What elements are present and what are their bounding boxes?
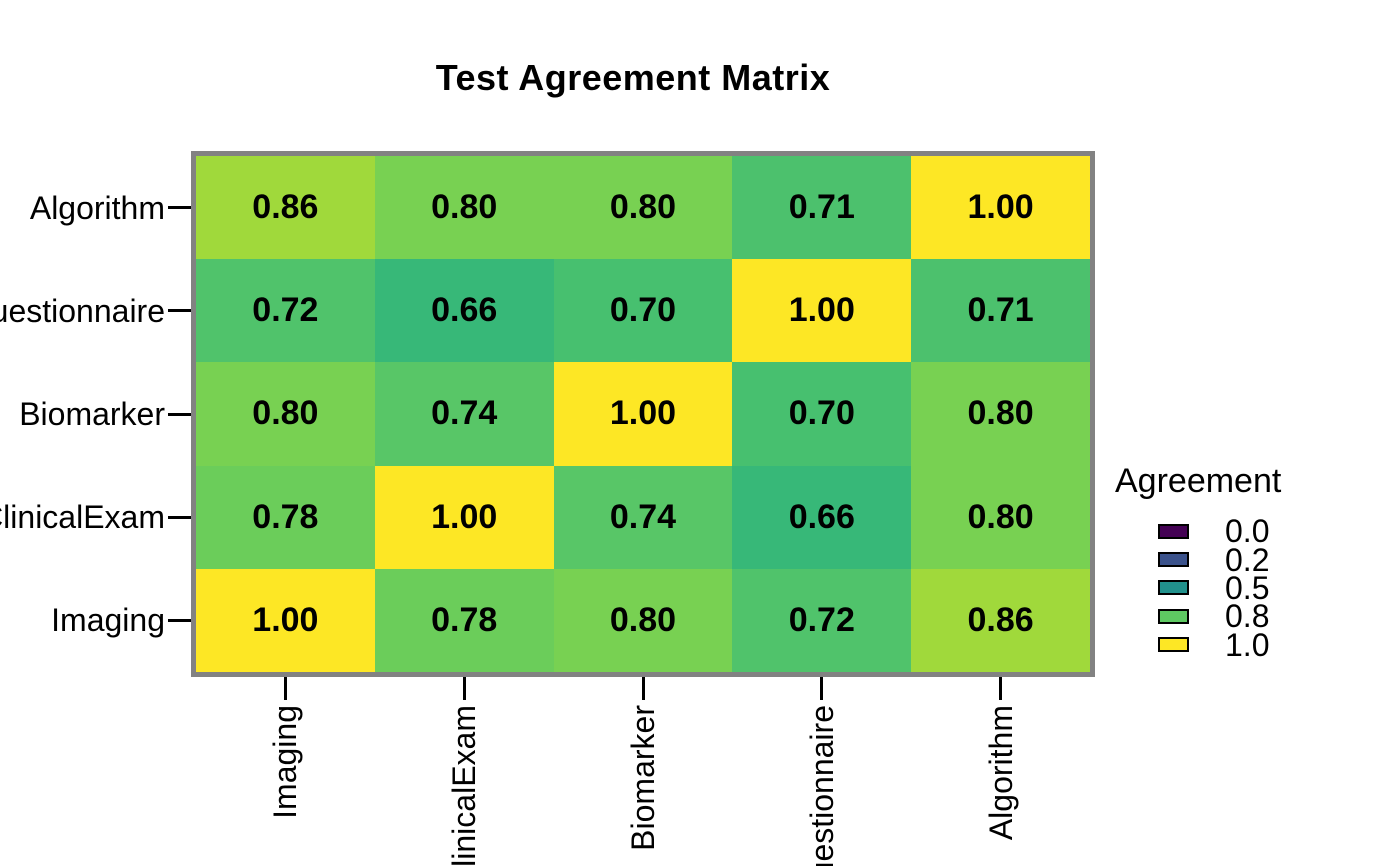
heatmap-cell: 0.71	[732, 156, 912, 260]
heatmap-grid: 0.86 0.80 0.80 0.71 1.00 0.72 0.66 0.70 1.00 0.71…	[196, 156, 1090, 672]
heatmap-cell: 0.78	[374, 568, 554, 672]
y-axis-label: Imaging	[51, 602, 165, 639]
heatmap-cell: 0.80	[911, 362, 1090, 466]
x-axis-label: Algorithm	[982, 705, 1019, 841]
heatmap-cell: 0.80	[911, 465, 1090, 569]
heatmap-cell: 0.74	[553, 465, 733, 569]
heatmap-cell: 0.70	[732, 362, 912, 466]
x-tick-mark	[820, 677, 824, 700]
legend-entry-label: 0.0	[1225, 513, 1270, 550]
heatmap-cell: 0.80	[374, 156, 554, 260]
legend-entry: 0.0	[1158, 513, 1281, 550]
y-axis-label: Algorithm	[29, 189, 165, 226]
heatmap-cell: 1.00	[732, 259, 912, 363]
legend-entry: 0.8	[1158, 598, 1281, 635]
heatmap-cell: 0.72	[732, 568, 912, 672]
legend-color-swatch	[1158, 608, 1189, 624]
x-tick-mark	[283, 677, 287, 700]
heatmap-cell: 0.80	[553, 156, 733, 260]
heatmap-plot-area: 0.86 0.80 0.80 0.71 1.00 0.72 0.66 0.70 1.00 0.71…	[191, 151, 1095, 677]
heatmap-cell: 0.86	[911, 568, 1090, 672]
chart-title: Test Agreement Matrix	[435, 57, 831, 98]
y-tick-mark	[168, 515, 191, 519]
heatmap-cell: 0.71	[911, 259, 1090, 363]
y-axis-label: Biomarker	[19, 396, 165, 432]
y-tick-mark	[168, 618, 191, 622]
x-tick-mark	[462, 677, 466, 700]
legend: Agreement 0.0 0.2 0.5 0.8 1.0	[1115, 462, 1282, 663]
heatmap-cell: 0.66	[732, 465, 912, 569]
legend-color-swatch	[1158, 523, 1189, 539]
heatmap-cell: 1.00	[196, 568, 375, 672]
legend-entry-label: 0.2	[1225, 541, 1270, 578]
x-axis-label: Questionnaire	[803, 705, 840, 866]
legend-entries: 0.0 0.2 0.5 0.8 1.0	[1158, 513, 1281, 663]
legend-title: Agreement	[1115, 462, 1282, 500]
legend-entry-label: 0.5	[1225, 569, 1270, 606]
x-axis-label: Imaging	[267, 705, 304, 819]
heatmap-cell: 0.86	[196, 156, 375, 260]
heatmap-cell: 0.66	[374, 259, 554, 363]
heatmap-cell: 0.80	[553, 568, 733, 672]
y-axis-label: ClinicalExam	[0, 499, 165, 536]
legend-color-swatch	[1158, 637, 1189, 653]
heatmap-cell: 0.80	[196, 362, 375, 466]
heatmap-cell: 0.72	[196, 259, 375, 363]
x-tick-mark	[999, 677, 1003, 700]
y-tick-mark	[168, 412, 191, 416]
heatmap-cell: 1.00	[553, 362, 733, 466]
x-axis-label: Biomarker	[625, 705, 661, 851]
y-tick-mark	[168, 309, 191, 313]
x-tick-mark	[641, 677, 645, 700]
legend-color-swatch	[1158, 580, 1189, 596]
legend-entry: 0.5	[1158, 569, 1281, 606]
heatmap-cell: 0.74	[374, 362, 554, 466]
legend-entry-label: 0.8	[1225, 598, 1270, 635]
legend-entry-label: 1.0	[1225, 626, 1270, 663]
heatmap-cell: 0.70	[553, 259, 733, 363]
legend-entry: 1.0	[1158, 626, 1281, 663]
y-axis-label: Questionnaire	[0, 292, 165, 329]
heatmap-cell: 1.00	[374, 465, 554, 569]
legend-entry: 0.2	[1158, 541, 1281, 578]
heatmap-cell: 1.00	[911, 156, 1090, 260]
y-tick-mark	[168, 206, 191, 210]
legend-color-swatch	[1158, 552, 1189, 568]
x-axis-label: ClinicalExam	[446, 705, 483, 866]
heatmap-cell: 0.78	[196, 465, 375, 569]
